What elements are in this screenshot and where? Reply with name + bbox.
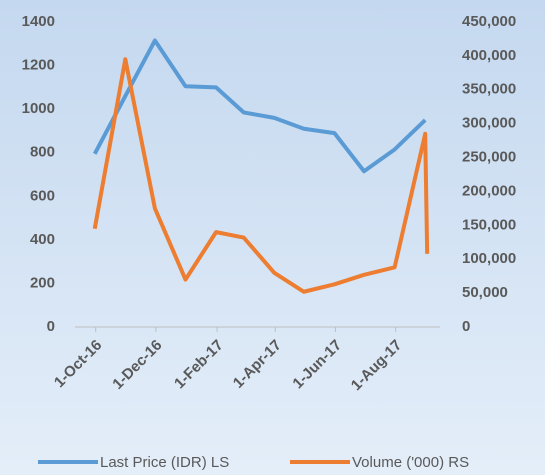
y2-tick-label: 50,000 bbox=[462, 284, 508, 301]
y2-tick-label: 300,000 bbox=[462, 115, 516, 132]
y2-tick-label: 150,000 bbox=[462, 216, 516, 233]
y2-tick-label: 400,000 bbox=[462, 47, 516, 64]
y-tick-label: 1000 bbox=[22, 100, 55, 117]
y-tick-label: 400 bbox=[30, 231, 55, 248]
legend-label: Volume ('000) RS bbox=[352, 454, 469, 471]
y2-tick-label: 250,000 bbox=[462, 149, 516, 166]
y2-tick-label: 100,000 bbox=[462, 250, 516, 267]
y-tick-label: 1200 bbox=[22, 57, 55, 74]
y2-tick-label: 350,000 bbox=[462, 81, 516, 98]
series-line bbox=[92, 38, 427, 174]
y2-tick-label: 200,000 bbox=[462, 182, 516, 199]
y-tick-label: 800 bbox=[30, 144, 55, 161]
y-tick-label: 0 bbox=[47, 318, 55, 335]
series-line bbox=[92, 57, 430, 294]
y-tick-label: 600 bbox=[30, 187, 55, 204]
y-tick-label: 200 bbox=[30, 274, 55, 291]
y2-tick-label: 450,000 bbox=[462, 13, 516, 30]
legend-label: Last Price (IDR) LS bbox=[100, 454, 229, 471]
y2-tick-label: 0 bbox=[462, 318, 470, 335]
y-tick-label: 1400 bbox=[22, 13, 55, 30]
